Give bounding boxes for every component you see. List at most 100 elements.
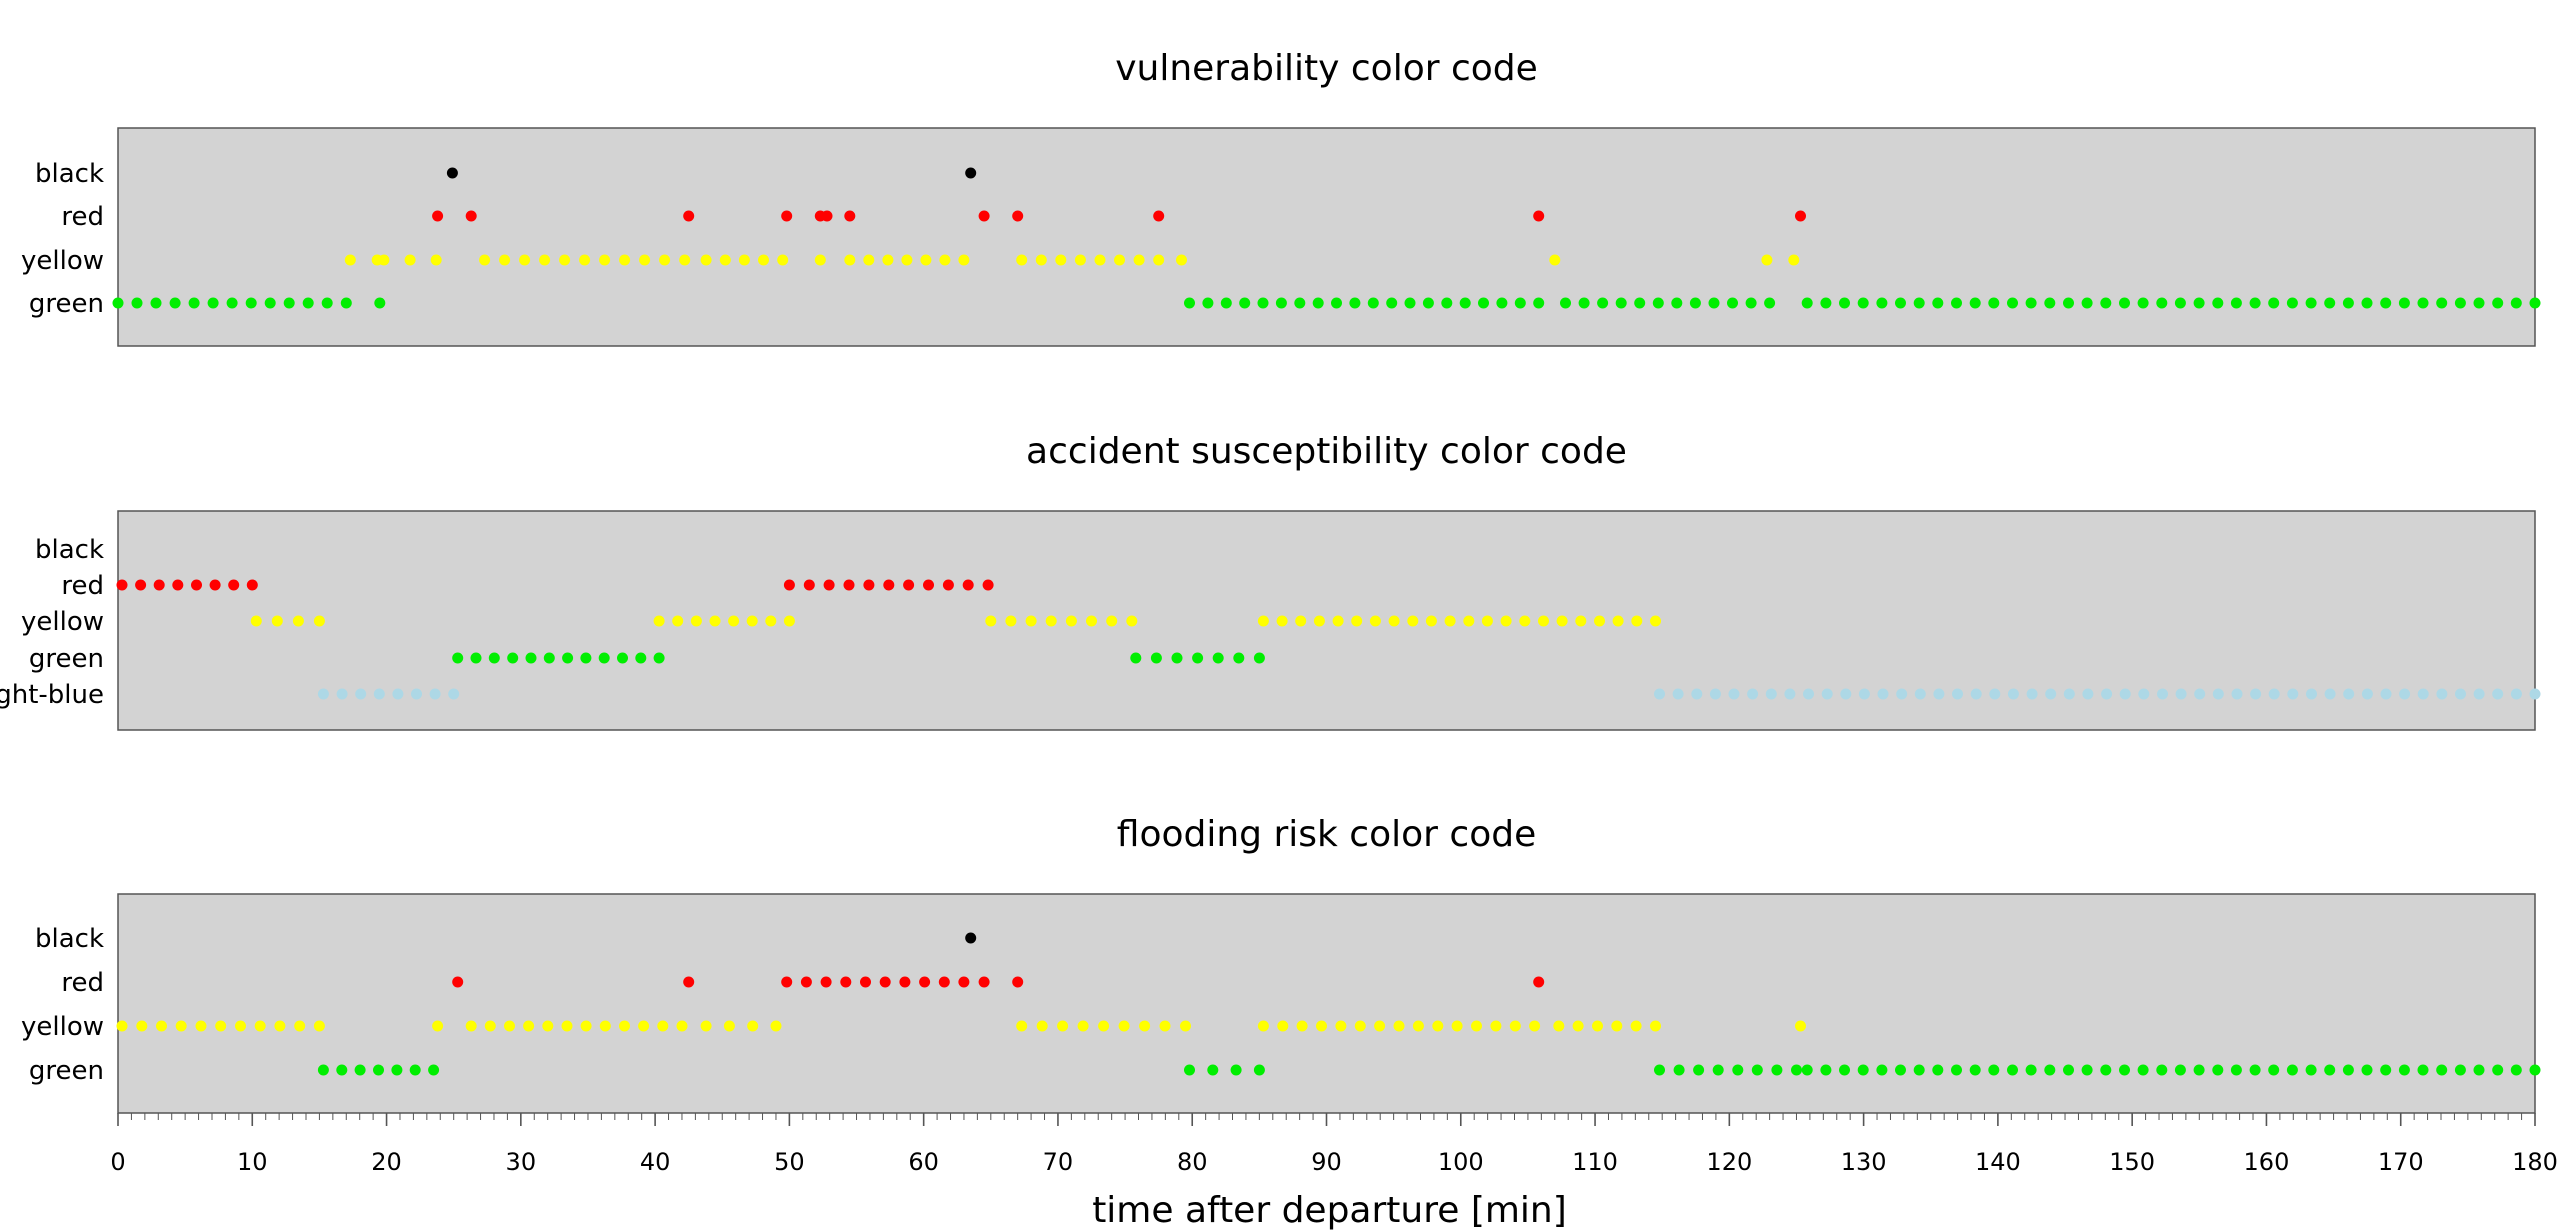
data-point [1257, 297, 1269, 309]
data-point [1969, 297, 1981, 309]
data-point [1393, 1020, 1405, 1032]
data-point [638, 1020, 650, 1032]
data-point [1335, 1020, 1347, 1032]
data-point [965, 932, 977, 944]
data-point [653, 615, 665, 627]
data-point [2286, 297, 2298, 309]
data-point [2380, 297, 2392, 309]
data-point [1820, 297, 1832, 309]
data-point [1795, 1020, 1806, 1032]
data-point [1180, 1020, 1191, 1032]
data-point [814, 254, 826, 266]
data-point [1745, 297, 1757, 309]
data-point [302, 297, 314, 309]
data-point [1509, 1020, 1521, 1032]
data-point [901, 254, 913, 266]
data-point [1691, 688, 1703, 700]
data-point [153, 579, 165, 591]
data-point [313, 615, 325, 627]
data-point [542, 1020, 554, 1032]
data-point [1689, 297, 1701, 309]
data-point [820, 976, 832, 988]
data-point [942, 579, 954, 591]
data-point [254, 1020, 266, 1032]
data-point [1500, 615, 1512, 627]
series-green [112, 297, 2541, 309]
data-point [1615, 297, 1627, 309]
data-point [1712, 1064, 1724, 1076]
data-point [2212, 688, 2224, 700]
data-point [504, 1020, 515, 1032]
data-point [962, 579, 974, 591]
data-point [1114, 254, 1125, 266]
data-point [617, 652, 628, 664]
data-point [823, 579, 835, 591]
data-point [1914, 688, 1926, 700]
data-point [1876, 1064, 1888, 1076]
x-tick-label: 80 [1177, 1148, 1208, 1176]
data-point [2492, 297, 2504, 309]
data-point [1374, 1020, 1386, 1032]
data-point [264, 297, 276, 309]
data-point [1728, 688, 1740, 700]
data-point [116, 579, 128, 591]
data-point [1207, 1064, 1219, 1076]
data-point [1202, 297, 1214, 309]
data-point [1316, 1020, 1327, 1032]
data-point [1969, 1064, 1981, 1076]
data-point [2101, 688, 2113, 700]
data-point [430, 254, 442, 266]
data-point [1432, 1020, 1444, 1032]
data-point [2156, 1064, 2168, 1076]
data-point [2306, 688, 2317, 700]
data-point [2510, 688, 2522, 700]
data-point [1098, 1020, 1110, 1032]
data-point [2268, 297, 2280, 309]
data-point [1821, 688, 1833, 700]
data-point [1529, 1020, 1541, 1032]
data-point [2230, 1064, 2242, 1076]
data-point [2174, 1064, 2186, 1076]
data-point [2119, 297, 2130, 309]
data-point [1765, 688, 1777, 700]
data-point [2529, 297, 2541, 309]
data-point [1016, 254, 1028, 266]
data-point [448, 688, 460, 700]
data-point [1126, 615, 1138, 627]
data-point [1351, 615, 1363, 627]
data-point [195, 1020, 207, 1032]
data-point [2025, 297, 2037, 309]
x-tick-label: 150 [2109, 1148, 2155, 1176]
data-point [228, 579, 240, 591]
data-point [1275, 297, 1287, 309]
data-point [844, 210, 856, 222]
data-point [336, 1064, 348, 1076]
series-yellow [344, 254, 1800, 266]
data-point [1257, 1020, 1269, 1032]
x-tick-label: 10 [237, 1148, 268, 1176]
data-point [2361, 297, 2373, 309]
data-point [579, 254, 591, 266]
data-point [411, 688, 422, 700]
category-label: red [61, 571, 104, 601]
data-point [507, 652, 519, 664]
data-point [1332, 615, 1344, 627]
data-point [939, 254, 951, 266]
data-point [561, 1020, 573, 1032]
data-point [465, 1020, 477, 1032]
data-point [484, 1020, 496, 1032]
data-point [1801, 297, 1813, 309]
data-point [191, 579, 202, 591]
data-point [672, 615, 684, 627]
data-point [2100, 297, 2112, 309]
data-point [1747, 688, 1759, 700]
panel-2: flooding risk color code black red yellow gr… [21, 814, 2541, 1114]
data-point [719, 254, 731, 266]
data-point [313, 1020, 325, 1032]
data-point [860, 976, 871, 988]
data-point [781, 210, 793, 222]
data-point [465, 210, 477, 222]
data-point [903, 579, 915, 591]
data-point [1490, 1020, 1502, 1032]
data-point [1153, 210, 1165, 222]
